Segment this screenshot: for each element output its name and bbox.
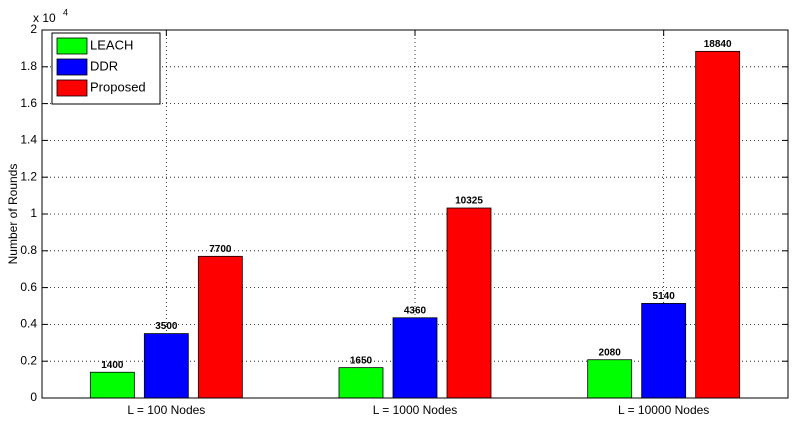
bar bbox=[641, 303, 687, 399]
bar bbox=[587, 359, 633, 399]
y-tick-label: 1.8 bbox=[20, 59, 37, 73]
value-label: 5140 bbox=[653, 291, 676, 302]
y-exponent: 4 bbox=[63, 7, 68, 17]
legend-label: DDR bbox=[90, 58, 118, 73]
y-tick-label: 1.6 bbox=[20, 96, 37, 110]
y-tick-label: 1 bbox=[30, 206, 37, 220]
y-multiplier: x 10 bbox=[33, 11, 56, 25]
value-label: 3500 bbox=[155, 321, 178, 332]
plot-frame bbox=[41, 29, 789, 399]
value-label: 2080 bbox=[599, 347, 622, 358]
bar bbox=[89, 371, 135, 399]
bar bbox=[143, 333, 189, 399]
legend-label: LEACH bbox=[90, 37, 133, 52]
legend-swatch bbox=[56, 79, 88, 97]
y-tick-label: 0 bbox=[30, 390, 37, 404]
y-tick-label: 1.4 bbox=[20, 133, 37, 147]
y-tick-label: 0.8 bbox=[20, 243, 37, 257]
value-label: 1650 bbox=[350, 355, 373, 366]
x-tick-label: L = 100 Nodes bbox=[127, 403, 205, 417]
x-tick-label: L = 1000 Nodes bbox=[373, 403, 458, 417]
legend-label: Proposed bbox=[90, 79, 146, 94]
value-label: 4360 bbox=[404, 305, 427, 316]
y-tick-label: 0.2 bbox=[20, 353, 37, 367]
bar bbox=[338, 367, 384, 399]
y-tick-label: 0.6 bbox=[20, 280, 37, 294]
bar bbox=[197, 255, 243, 399]
y-axis-label: Number of Rounds bbox=[6, 164, 20, 265]
y-tick-label: 2 bbox=[30, 22, 37, 36]
legend-swatch bbox=[56, 37, 88, 55]
bar bbox=[392, 317, 438, 399]
legend-swatch bbox=[56, 58, 88, 76]
value-label: 7700 bbox=[209, 244, 232, 255]
value-label: 18840 bbox=[704, 39, 732, 50]
bar bbox=[446, 207, 492, 399]
value-label: 10325 bbox=[455, 196, 483, 207]
x-tick-label: L = 10000 Nodes bbox=[618, 403, 709, 417]
bar bbox=[695, 50, 741, 399]
value-label: 1400 bbox=[101, 360, 124, 371]
y-tick-label: 1.2 bbox=[20, 169, 37, 183]
y-tick-label: 0.4 bbox=[20, 317, 37, 331]
